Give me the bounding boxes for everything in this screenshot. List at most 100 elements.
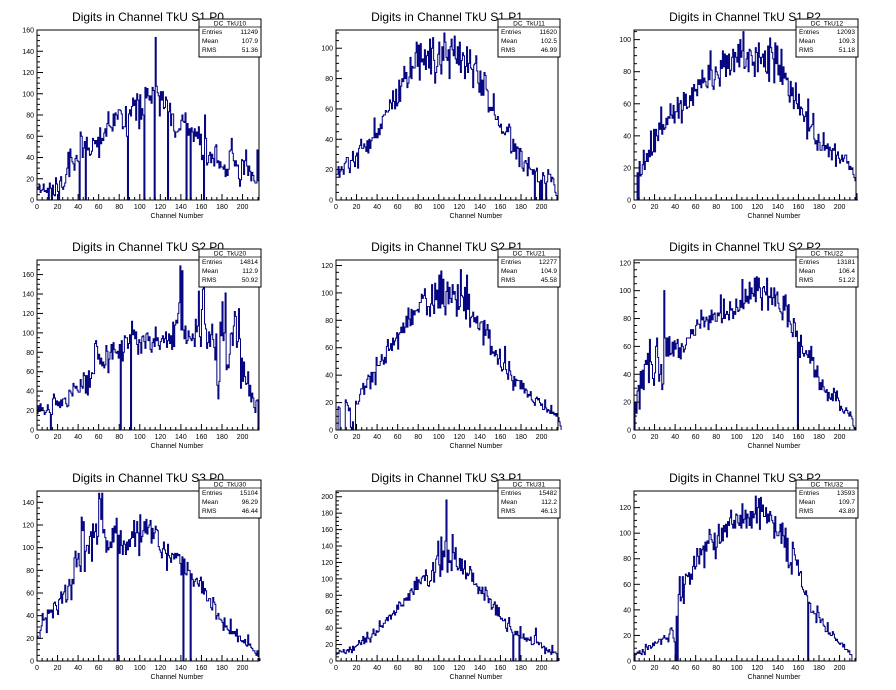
x-tick-label: 60 xyxy=(95,204,103,211)
stats-name: DC_TkU21 xyxy=(513,251,546,258)
y-tick-label: 80 xyxy=(623,69,631,76)
x-tick-label: 0 xyxy=(35,665,39,672)
stats-label: RMS xyxy=(501,508,516,515)
panel-title: Digits in Channel TkU S2 P0 xyxy=(72,240,224,254)
x-tick-label: 200 xyxy=(237,204,249,211)
x-tick-label: 60 xyxy=(394,665,402,672)
y-tick-label: 0 xyxy=(329,428,333,435)
panel-title: Digits in Channel TkU S1 P0 xyxy=(72,10,224,24)
x-tick-label: 100 xyxy=(731,204,743,211)
stats-value: 15104 xyxy=(240,490,258,497)
y-tick-label: 20 xyxy=(623,165,631,172)
histogram-series xyxy=(336,269,562,431)
y-tick-label: 40 xyxy=(623,607,631,614)
histogram-series xyxy=(634,31,859,201)
y-tick-label: 40 xyxy=(26,155,34,162)
y-tick-label: 40 xyxy=(325,626,333,633)
y-tick-label: 120 xyxy=(22,311,34,318)
x-tick-label: 60 xyxy=(692,434,700,441)
y-tick-label: 100 xyxy=(619,37,631,44)
x-tick-label: 60 xyxy=(394,434,402,441)
y-tick-label: 40 xyxy=(623,372,631,379)
x-tick-label: 40 xyxy=(671,665,679,672)
y-tick-label: 100 xyxy=(321,576,333,583)
y-tick-label: 140 xyxy=(22,292,34,299)
stats-name: DC_TkU12 xyxy=(811,21,844,28)
x-tick-label: 20 xyxy=(54,665,62,672)
panel-title: Digits in Channel TkU S3 P1 xyxy=(371,471,523,485)
stats-name: DC_TkU30 xyxy=(214,482,247,489)
y-tick-label: 100 xyxy=(22,91,34,98)
x-tick-label: 160 xyxy=(495,665,507,672)
y-tick-label: 100 xyxy=(619,288,631,295)
x-tick-label: 160 xyxy=(793,204,805,211)
panel-title: Digits in Channel TkU S3 P0 xyxy=(72,471,224,485)
y-tick-label: 0 xyxy=(30,659,34,666)
y-tick-label: 120 xyxy=(22,70,34,77)
y-tick-label: 20 xyxy=(26,408,34,415)
stats-label: Entries xyxy=(501,490,522,497)
stats-value: 14814 xyxy=(240,259,258,266)
x-tick-label: 100 xyxy=(433,665,445,672)
y-tick-label: 20 xyxy=(623,400,631,407)
x-tick-label: 180 xyxy=(813,434,825,441)
y-tick-label: 80 xyxy=(26,350,34,357)
x-tick-label: 140 xyxy=(474,434,486,441)
x-tick-label: 200 xyxy=(834,665,846,672)
x-tick-label: 120 xyxy=(154,665,166,672)
x-tick-label: 140 xyxy=(175,204,187,211)
x-tick-label: 120 xyxy=(751,204,763,211)
stats-box xyxy=(198,479,262,519)
plot-frame xyxy=(633,490,857,662)
x-axis-label: Channel Number xyxy=(151,213,205,220)
stats-value: 43.89 xyxy=(839,508,856,515)
stats-label: Mean xyxy=(799,38,816,45)
stats-label: RMS xyxy=(501,277,516,284)
x-tick-label: 20 xyxy=(353,665,361,672)
histogram-series xyxy=(634,495,854,662)
stats-label: RMS xyxy=(202,277,217,284)
x-tick-label: 160 xyxy=(793,434,805,441)
x-tick-label: 60 xyxy=(394,204,402,211)
x-tick-label: 140 xyxy=(772,665,784,672)
x-axis-label: Channel Number xyxy=(748,674,802,681)
x-tick-label: 200 xyxy=(536,204,548,211)
stats-label: RMS xyxy=(202,508,217,515)
x-tick-label: 0 xyxy=(35,434,39,441)
x-tick-label: 180 xyxy=(515,434,527,441)
histogram-series xyxy=(36,265,259,431)
x-tick-label: 0 xyxy=(632,434,636,441)
x-tick-label: 80 xyxy=(414,665,422,672)
stats-value: 15482 xyxy=(539,490,557,497)
y-tick-label: 20 xyxy=(325,167,333,174)
stats-value: 102.5 xyxy=(541,38,558,45)
plot-frame xyxy=(335,29,559,201)
stats-label: Mean xyxy=(202,499,219,506)
x-axis-label: Channel Number xyxy=(450,443,504,450)
y-tick-label: 120 xyxy=(321,263,333,270)
x-tick-label: 100 xyxy=(731,434,743,441)
y-tick-label: 60 xyxy=(325,609,333,616)
stats-label: Entries xyxy=(799,29,820,36)
x-axis-label: Channel Number xyxy=(151,443,205,450)
x-tick-label: 140 xyxy=(175,434,187,441)
y-tick-label: 40 xyxy=(26,389,34,396)
y-tick-label: 180 xyxy=(321,511,333,518)
x-tick-label: 160 xyxy=(196,434,208,441)
y-tick-label: 80 xyxy=(623,556,631,563)
stats-value: 109.3 xyxy=(839,38,856,45)
histogram-series xyxy=(335,32,559,201)
x-tick-label: 80 xyxy=(712,204,720,211)
stats-label: RMS xyxy=(501,47,516,54)
stats-box xyxy=(497,248,561,288)
x-tick-label: 80 xyxy=(115,204,123,211)
y-tick-label: 60 xyxy=(325,345,333,352)
panel-title: Digits in Channel TkU S1 P2 xyxy=(669,10,821,24)
x-tick-label: 120 xyxy=(154,434,166,441)
stats-value: 13593 xyxy=(837,490,855,497)
x-tick-label: 0 xyxy=(334,204,338,211)
stats-value: 13181 xyxy=(837,259,855,266)
y-tick-label: 80 xyxy=(325,76,333,83)
x-tick-label: 200 xyxy=(536,434,548,441)
x-tick-label: 140 xyxy=(474,665,486,672)
